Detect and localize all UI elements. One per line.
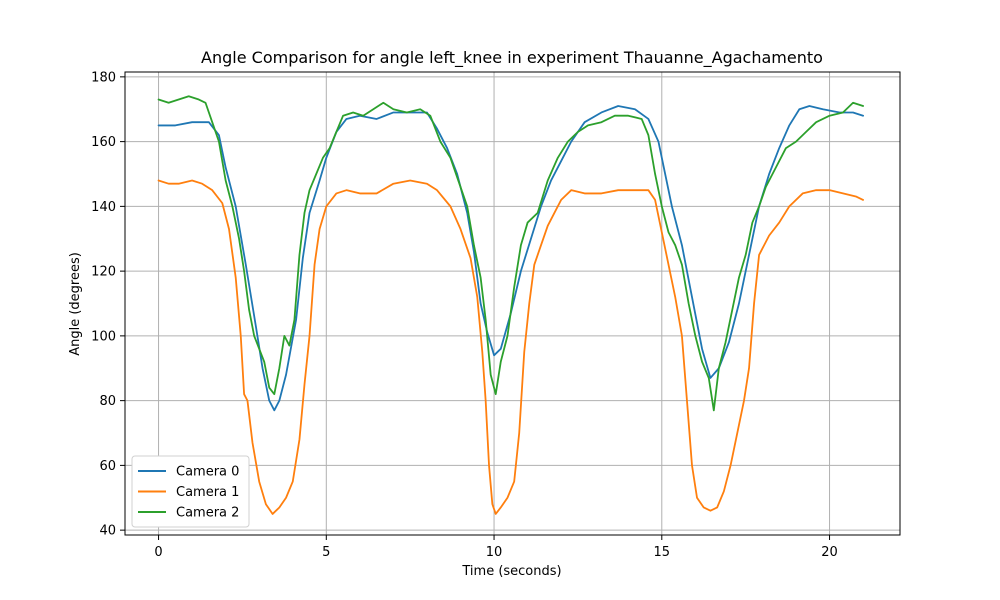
legend-items: Camera 0 Camera 1 Camera 2: [138, 465, 239, 521]
legend: Camera 0 Camera 1 Camera 2: [131, 455, 250, 528]
y-axis-label: Angle (degrees): [68, 252, 83, 356]
y-tick-label: 60: [99, 459, 116, 474]
x-tick-label: 5: [322, 545, 330, 560]
legend-label-camera-2: Camera 2: [176, 506, 239, 521]
tick-layer: 0 5 10 15 20 40 60 80 100 120 140 160 180: [91, 70, 838, 560]
y-tick-label: 180: [91, 70, 116, 85]
legend-box: [131, 455, 250, 528]
x-tick-label: 0: [154, 545, 162, 560]
x-tick-label: 15: [654, 545, 671, 560]
chart-title: Angle Comparison for angle left_knee in …: [201, 48, 823, 68]
x-tick-label: 20: [821, 545, 838, 560]
y-tick-label: 160: [91, 135, 116, 150]
legend-label-camera-0: Camera 0: [176, 465, 239, 480]
y-tick-label: 100: [91, 329, 116, 344]
y-tick-label: 80: [99, 394, 116, 409]
y-tick-label: 120: [91, 265, 116, 280]
series-line-camera-1: [157, 179, 864, 515]
x-tick-label: 10: [486, 545, 503, 560]
legend-label-camera-1: Camera 1: [176, 485, 239, 500]
y-tick-label: 40: [99, 524, 116, 539]
plot-area-frame: [124, 71, 901, 536]
y-tick-label: 140: [91, 200, 116, 215]
x-axis-label: Time (seconds): [461, 564, 561, 579]
series-layer: [157, 95, 864, 515]
series-line-camera-2: [157, 95, 864, 412]
series-line-camera-0: [157, 105, 864, 412]
